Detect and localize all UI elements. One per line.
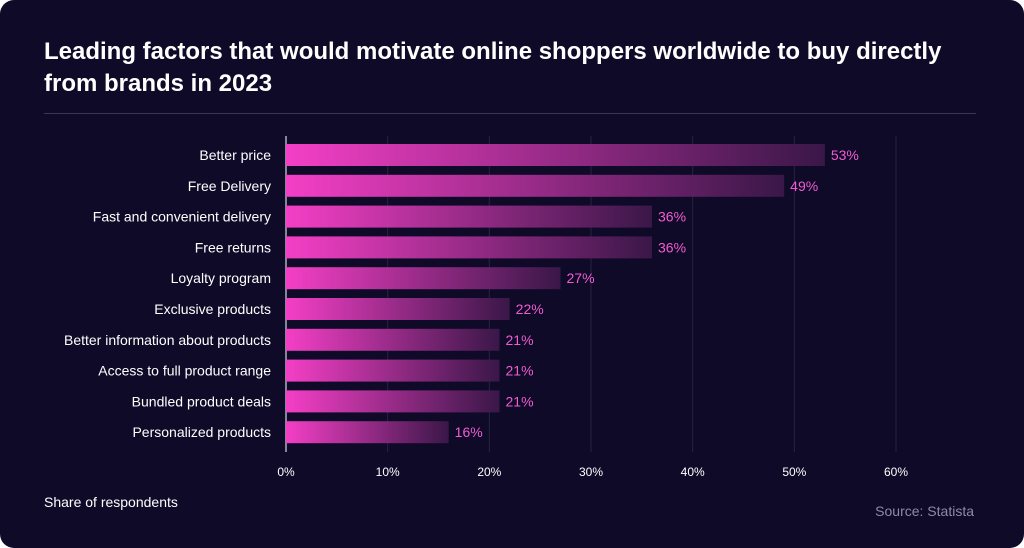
category-label: Bundled product deals (132, 393, 271, 409)
bars (286, 144, 825, 444)
bar (286, 298, 510, 320)
category-labels: Better price Free Delivery Fast and conven… (64, 147, 271, 440)
value-label: 36% (658, 209, 686, 225)
chart-title: Leading factors that would motivate onli… (44, 38, 942, 97)
x-axis-ticks: 0% 10% 20% 30% 40% 50% 60% (277, 465, 908, 479)
x-tick-label: 50% (782, 465, 806, 479)
value-label: 36% (658, 239, 686, 255)
axis-label: Share of respondents (44, 494, 178, 510)
bar (286, 236, 652, 259)
category-label: Better information about products (64, 332, 271, 348)
category-label: Better price (199, 147, 271, 163)
x-tick-label: 40% (681, 465, 705, 479)
category-label: Free returns (195, 239, 271, 255)
bar (286, 205, 652, 228)
category-label: Loyalty program (171, 270, 271, 286)
category-label: Personalized products (132, 424, 271, 440)
x-tick-label: 10% (376, 465, 400, 479)
value-label: 22% (516, 301, 544, 317)
category-label: Access to full product range (98, 363, 271, 379)
x-tick-label: 60% (884, 465, 908, 479)
value-label: 53% (831, 147, 859, 163)
x-tick-label: 0% (277, 465, 295, 479)
source-credit: Source: Statista (875, 503, 974, 519)
value-label: 21% (506, 332, 534, 348)
category-label: Fast and convenient delivery (93, 209, 271, 225)
category-label: Exclusive products (154, 301, 271, 317)
title-divider (44, 113, 976, 114)
value-label: 49% (790, 178, 818, 194)
bar (286, 421, 449, 444)
x-tick-label: 20% (477, 465, 501, 479)
value-label: 27% (567, 270, 595, 286)
x-tick-label: 30% (579, 465, 603, 479)
bar (286, 174, 785, 197)
value-label: 21% (506, 363, 534, 379)
value-labels: 53% 49% 36% 36% 27% 22% 21% 21% 21% 16% (455, 147, 859, 440)
bar (286, 144, 825, 166)
value-label: 21% (506, 393, 534, 409)
bar (286, 267, 561, 290)
value-label: 16% (455, 424, 483, 440)
bar (286, 359, 500, 382)
bar (286, 390, 500, 413)
bar (286, 328, 500, 351)
category-label: Free Delivery (188, 178, 271, 194)
